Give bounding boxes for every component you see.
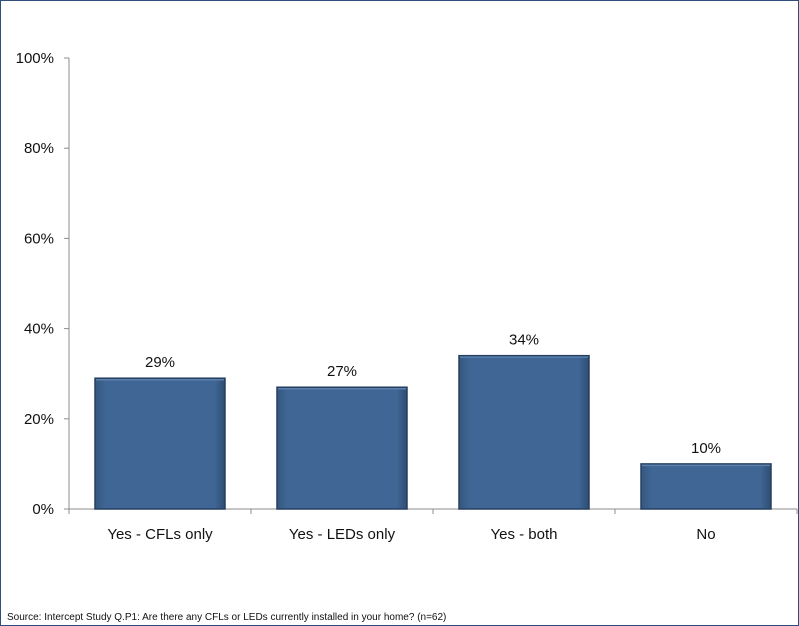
y-tick-label: 60% [24,230,54,247]
data-label: 34% [509,332,539,349]
data-label: 29% [145,354,175,371]
y-tick-label: 40% [24,321,54,338]
bar-chart: 0% 20% 40% 60% 80% 100% 29% Yes - CFLs only 27% Y… [16,50,798,543]
bar [276,386,408,510]
category-label: Yes - both [491,526,558,543]
y-tick-label: 80% [24,140,54,157]
data-label: 27% [327,363,357,380]
source-note: Source: Intercept Study Q.P1: Are there … [7,612,447,623]
category-label: Yes - LEDs only [289,526,396,543]
bar [458,354,590,510]
y-tick-label: 0% [32,501,54,518]
data-label: 10% [691,440,721,457]
bar [94,377,226,510]
category-label: No [696,526,715,543]
bar [640,463,772,510]
category-label: Yes - CFLs only [107,526,213,543]
y-tick-label: 20% [24,411,54,428]
y-tick-label: 100% [16,50,54,67]
